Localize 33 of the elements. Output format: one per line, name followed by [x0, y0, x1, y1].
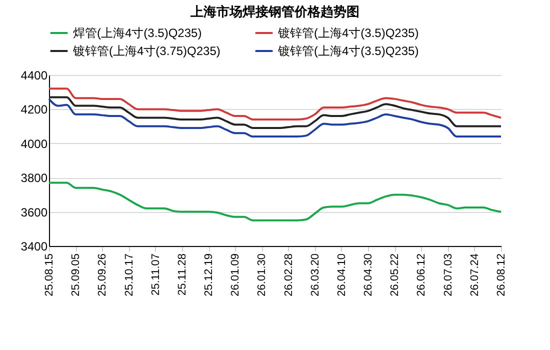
x-tick-label: 26.01.09: [230, 254, 242, 296]
x-tick-label: 26.03.20: [309, 254, 322, 296]
y-tick-label: 4400: [20, 68, 48, 82]
y-tick-label: 3600: [20, 205, 48, 220]
x-tick-label: 26.04.30: [362, 254, 375, 296]
x-tick-label: 25.09.26: [96, 254, 109, 296]
legend-label: 焊管(上海4寸(3.5)Q235): [73, 26, 202, 40]
line-series: [48, 88, 502, 120]
y-tick-label: 4200: [20, 102, 48, 117]
chart-title: 上海市场焊接钢管价格趋势图: [190, 4, 360, 19]
legend-label: 镀锌管(上海4寸(3.5)Q235): [277, 26, 419, 40]
x-tick-label: 25.08.15: [44, 254, 56, 296]
x-tick-label: 26.04.10: [336, 254, 348, 296]
x-tick-label: 25.11.28: [176, 254, 188, 296]
legend-label: 镀锌管(上海4寸(3.75)Q235): [72, 44, 220, 58]
y-tick-label: 3400: [20, 240, 48, 254]
x-tick-label: 26.02.28: [282, 254, 295, 296]
x-tick-label: 26.07.24: [468, 254, 481, 296]
x-tick-label: 26.01.30: [256, 254, 268, 296]
x-tick-label: 25.12.19: [203, 254, 216, 296]
x-tick-label: 26.06.12: [416, 254, 428, 296]
x-tick-label: 26.08.12: [496, 254, 508, 296]
x-tick-label: 26.07.03: [442, 254, 454, 296]
x-tick-label: 25.09.05: [70, 254, 82, 296]
y-tick-label: 3800: [20, 171, 48, 186]
x-tick-label: 26.05.22: [389, 254, 402, 296]
line-series: [48, 182, 502, 222]
x-tick-label: 25.10.17: [123, 254, 136, 296]
line-series: [48, 98, 502, 138]
line-series: [48, 96, 502, 130]
x-tick-label: 25.11.07: [150, 254, 162, 296]
legend-label: 镀锌管(上海4寸(3.5)Q235): [277, 44, 419, 58]
y-tick-label: 4000: [20, 136, 48, 151]
